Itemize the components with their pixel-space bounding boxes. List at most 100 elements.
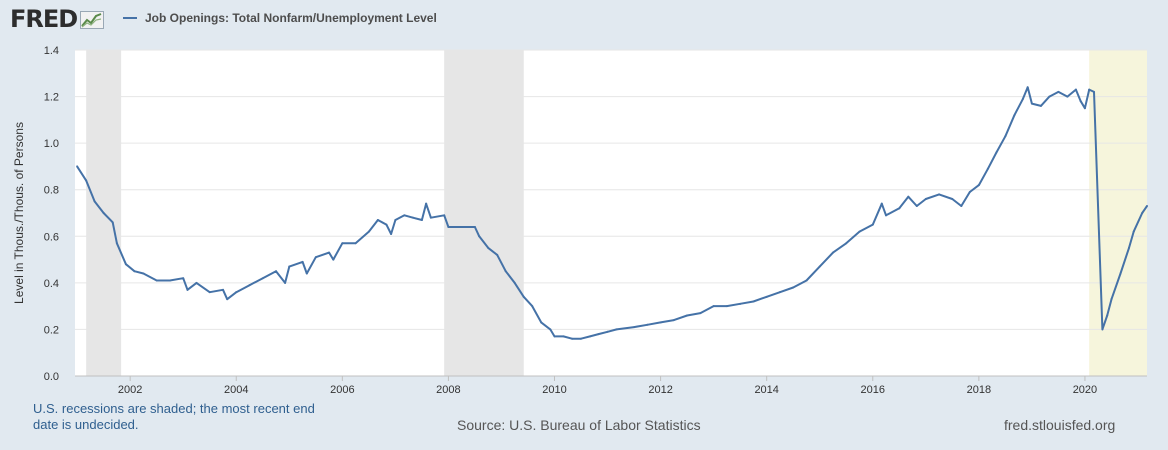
x-tick-label: 2018 xyxy=(967,384,991,396)
data-point xyxy=(646,323,649,326)
y-tick-label: 1.4 xyxy=(44,45,59,57)
data-point xyxy=(142,272,145,275)
data-point xyxy=(394,218,397,221)
data-point xyxy=(411,216,414,219)
data-point xyxy=(1079,100,1082,103)
data-point xyxy=(235,291,238,294)
legend-line-swatch xyxy=(123,17,137,19)
data-point xyxy=(562,335,565,338)
data-point xyxy=(1110,298,1113,301)
y-tick-label: 0.8 xyxy=(44,185,59,197)
data-point xyxy=(403,214,406,217)
data-point xyxy=(1101,328,1104,331)
data-point xyxy=(589,335,592,338)
data-point xyxy=(341,242,344,245)
data-point xyxy=(301,260,304,263)
data-point xyxy=(420,218,423,221)
data-point xyxy=(725,305,728,308)
data-point xyxy=(951,198,954,201)
data-point xyxy=(995,151,998,154)
data-point xyxy=(1106,314,1109,317)
data-point xyxy=(115,242,118,245)
data-point xyxy=(168,279,171,282)
data-point xyxy=(1026,86,1029,89)
data-point xyxy=(195,281,198,284)
data-point xyxy=(284,281,287,284)
data-point xyxy=(1030,102,1033,105)
data-point xyxy=(332,258,335,261)
line-chart: 0.00.20.40.60.81.01.21.4 2002 2004 2006 200… xyxy=(12,45,1148,396)
data-point xyxy=(85,179,88,182)
y-tick-label: 1.0 xyxy=(44,138,59,150)
data-point xyxy=(1021,97,1024,100)
data-point xyxy=(124,263,127,266)
x-tick-label: 2014 xyxy=(754,384,778,396)
data-point xyxy=(805,279,808,282)
data-point xyxy=(248,284,251,287)
legend-series-label[interactable]: Job Openings: Total Nonfarm/Unemployment… xyxy=(145,11,437,25)
data-point xyxy=(111,221,114,224)
data-point xyxy=(367,230,370,233)
data-point xyxy=(182,277,185,280)
fred-logo-text: FRED xyxy=(10,5,78,33)
data-point xyxy=(549,328,552,331)
recession-band-2 xyxy=(444,50,524,376)
chart-trend-icon xyxy=(80,11,105,29)
data-point xyxy=(540,321,543,324)
fred-logo[interactable]: FRED xyxy=(10,4,105,34)
data-point xyxy=(1066,95,1069,98)
data-point xyxy=(907,195,910,198)
y-tick-label: 0.0 xyxy=(44,371,59,383)
data-point xyxy=(425,202,428,205)
data-point xyxy=(390,232,393,235)
source-note: Source: U.S. Bureau of Labor Statistics xyxy=(457,417,701,433)
data-point xyxy=(858,230,861,233)
y-tick-label: 0.4 xyxy=(44,278,59,290)
data-point xyxy=(221,288,224,291)
y-axis-ticks: 0.0 0.2 0.4 0.6 0.8 1.0 1.2 1.4 xyxy=(44,45,59,383)
x-tick-label: 2002 xyxy=(118,384,142,396)
data-point xyxy=(1039,104,1042,107)
data-point xyxy=(1141,212,1144,214)
x-tick-label: 2008 xyxy=(436,384,460,396)
data-point xyxy=(531,305,534,308)
data-point xyxy=(1013,114,1016,117)
data-point xyxy=(328,251,331,254)
data-point xyxy=(606,330,609,333)
data-point xyxy=(385,223,388,226)
data-point xyxy=(968,191,971,194)
data-point xyxy=(261,277,264,280)
data-point xyxy=(986,167,989,170)
recession-note: U.S. recessions are shaded; the most rec… xyxy=(33,401,315,432)
data-point xyxy=(305,272,308,275)
data-point xyxy=(778,291,781,294)
data-point xyxy=(924,198,927,201)
data-point xyxy=(1088,88,1091,91)
data-point xyxy=(571,337,574,340)
data-point xyxy=(739,302,742,305)
data-point xyxy=(354,242,357,245)
y-tick-label: 1.2 xyxy=(44,92,59,104)
data-point xyxy=(186,288,189,291)
data-point xyxy=(1057,90,1060,93)
data-point xyxy=(275,270,278,273)
series-layer xyxy=(76,86,1148,340)
data-point xyxy=(226,298,229,301)
data-point xyxy=(1132,230,1135,233)
data-point xyxy=(1092,90,1095,93)
data-point xyxy=(496,253,499,256)
site-link[interactable]: fred.stlouisfed.org xyxy=(1004,417,1116,433)
data-point xyxy=(1127,246,1130,249)
data-point xyxy=(752,300,755,303)
data-point xyxy=(553,335,556,338)
data-point xyxy=(880,202,883,205)
data-point xyxy=(376,218,379,221)
data-point xyxy=(513,281,516,284)
data-point xyxy=(102,212,105,214)
x-tick-label: 2006 xyxy=(330,384,354,396)
y-tick-label: 0.6 xyxy=(44,231,59,243)
data-point xyxy=(915,205,918,208)
legend: Job Openings: Total Nonfarm/Unemployment… xyxy=(123,11,437,25)
data-point xyxy=(460,225,463,228)
